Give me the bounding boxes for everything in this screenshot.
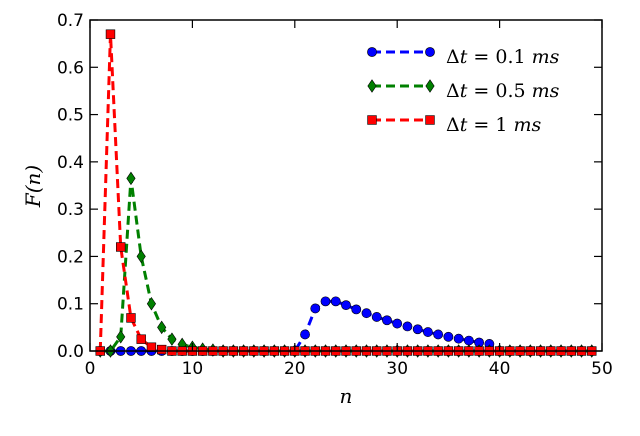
series-line <box>100 176 592 353</box>
x-tick-label: 30 <box>386 359 408 379</box>
data-point <box>392 318 403 329</box>
data-point <box>126 171 136 186</box>
x-tick-label: 50 <box>591 359 613 379</box>
y-tick-label: 0.1 <box>57 295 84 315</box>
data-point <box>116 242 126 252</box>
data-point <box>146 296 157 311</box>
legend-marker <box>367 79 377 93</box>
data-point <box>361 308 372 319</box>
data-point <box>156 344 167 355</box>
data-point <box>105 29 116 39</box>
data-point <box>167 332 177 346</box>
data-point <box>320 296 331 307</box>
series-layer <box>95 29 597 358</box>
y-tick-label: 0.0 <box>57 342 84 362</box>
legend-entry: Δt = 0.1 ms <box>367 46 560 68</box>
data-point <box>371 312 382 322</box>
y-tick-label: 0.3 <box>57 200 84 220</box>
y-tick-label: 0.5 <box>57 106 84 126</box>
ticks-layer: 0 10 20 30 40 50 0.0 0.1 0.2 0.3 0.4 0.5 0.6 0.7 <box>57 11 613 379</box>
legend-marker <box>425 115 435 125</box>
legend: Δt = 0.1 ms Δt = 0.5 ms Δt = 1 ms <box>367 46 560 136</box>
data-point <box>351 304 362 315</box>
y-tick-label: 0.2 <box>57 247 84 267</box>
data-point <box>423 327 433 337</box>
data-point <box>341 300 351 311</box>
legend-marker <box>425 47 435 57</box>
series <box>95 171 597 358</box>
data-point <box>157 320 167 335</box>
x-tick-label: 20 <box>284 359 306 379</box>
data-point <box>463 335 474 346</box>
plot-frame <box>89 19 603 352</box>
legend-entry: Δt = 1 ms <box>367 114 542 136</box>
data-point <box>136 334 146 344</box>
y-tick-label: 0.4 <box>57 153 84 173</box>
data-point <box>116 330 126 344</box>
x-tick-label: 10 <box>182 359 204 379</box>
legend-marker <box>367 115 377 125</box>
x-axis-label: n <box>340 384 353 408</box>
data-point <box>433 329 444 340</box>
data-point <box>453 333 464 344</box>
data-point <box>443 331 454 342</box>
legend-marker <box>425 79 435 93</box>
x-tick-label: 40 <box>489 359 511 379</box>
data-point <box>136 249 146 264</box>
legend-entry: Δt = 0.5 ms <box>367 79 560 102</box>
data-point <box>126 313 136 323</box>
y-axis-label: F(n) <box>21 165 45 208</box>
data-point <box>402 321 413 332</box>
legend-label: Δt = 0.5 ms <box>446 80 560 102</box>
x-tick-label: 0 <box>85 359 96 379</box>
legend-label: Δt = 1 ms <box>446 114 542 136</box>
y-tick-label: 0.6 <box>57 58 84 78</box>
legend-marker <box>367 47 377 57</box>
data-point <box>382 315 392 326</box>
data-point <box>412 324 423 335</box>
data-point <box>310 303 321 314</box>
data-point <box>330 296 341 307</box>
data-point <box>300 329 310 340</box>
legend-label: Δt = 0.1 ms <box>446 46 560 68</box>
y-tick-label: 0.7 <box>57 11 84 31</box>
